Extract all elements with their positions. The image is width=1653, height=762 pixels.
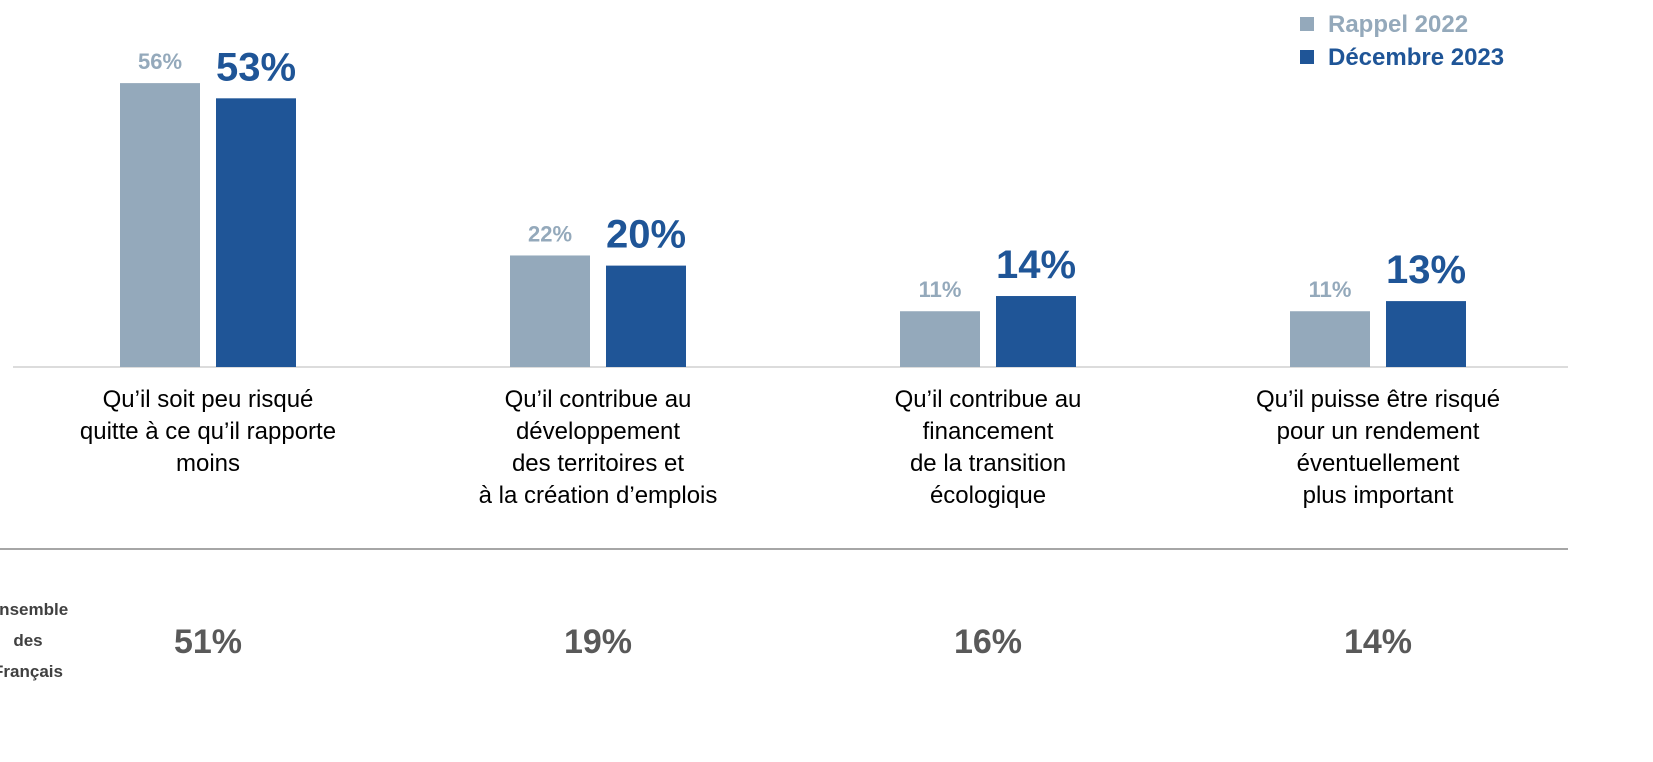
summary-value: 16% bbox=[954, 623, 1022, 661]
summary-value: 51% bbox=[174, 623, 242, 661]
bar bbox=[120, 83, 200, 367]
category-label: Qu’il contribue au financement de la tra… bbox=[894, 386, 1082, 509]
value-label: 20% bbox=[606, 213, 686, 257]
legend-swatch bbox=[1300, 50, 1314, 64]
value-label: 56% bbox=[138, 49, 182, 74]
value-label: 14% bbox=[996, 243, 1076, 287]
value-label: 53% bbox=[216, 45, 296, 89]
legend-swatch bbox=[1300, 17, 1314, 31]
bar bbox=[1290, 311, 1370, 367]
value-label: 13% bbox=[1386, 248, 1466, 292]
value-label: 11% bbox=[919, 277, 962, 302]
bar bbox=[216, 98, 296, 367]
bar bbox=[510, 255, 590, 367]
summary-value: 14% bbox=[1344, 623, 1412, 661]
legend-label: Rappel 2022 bbox=[1328, 11, 1468, 38]
value-label: 11% bbox=[1309, 277, 1352, 302]
bar bbox=[900, 311, 980, 367]
summary-label: Ensemble des Français bbox=[0, 600, 69, 681]
bar bbox=[1386, 301, 1466, 367]
value-label: 22% bbox=[528, 221, 572, 246]
category-label: Qu’il soit peu risqué quitte à ce qu’il … bbox=[79, 386, 337, 477]
category-label: Qu’il puisse être risqué pour un rendeme… bbox=[1255, 386, 1501, 509]
bar bbox=[996, 296, 1076, 367]
bar bbox=[606, 265, 686, 367]
category-label: Qu’il contribue au développement des ter… bbox=[478, 386, 718, 509]
summary-value: 19% bbox=[564, 623, 632, 661]
legend-label: Décembre 2023 bbox=[1328, 44, 1504, 71]
